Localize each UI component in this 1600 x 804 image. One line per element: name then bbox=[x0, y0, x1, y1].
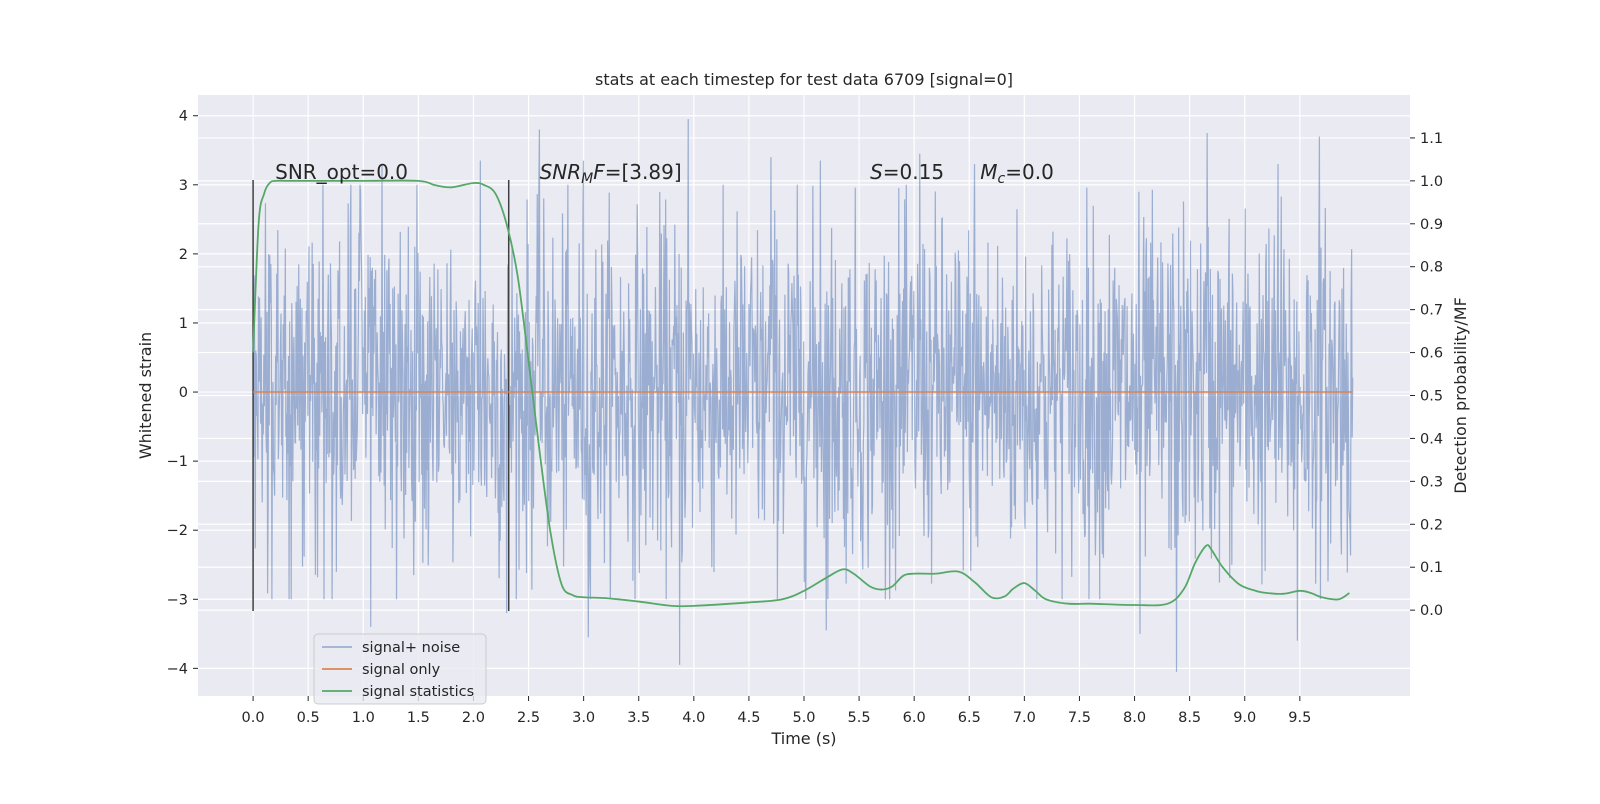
x-tick-label: 8.5 bbox=[1178, 710, 1201, 726]
x-tick-label: 4.5 bbox=[737, 710, 760, 726]
x-tick-label: 9.0 bbox=[1233, 710, 1256, 726]
x-tick-label: 6.0 bbox=[903, 710, 926, 726]
x-tick-label: 4.0 bbox=[682, 710, 705, 726]
y2-tick-label: 0.1 bbox=[1420, 560, 1443, 576]
chart-title: stats at each timestep for test data 670… bbox=[595, 70, 1013, 89]
y-tick-label: −2 bbox=[167, 523, 188, 539]
y2-tick-label: 1.0 bbox=[1420, 174, 1443, 190]
legend-box bbox=[313, 633, 487, 705]
y2-tick-label: 0.6 bbox=[1420, 346, 1443, 362]
legend: signal+ noise signal only signal statistic… bbox=[313, 633, 487, 705]
y-tick-label: −4 bbox=[167, 661, 188, 677]
annotation-snr-mf: SNRMF=[3.89] bbox=[540, 160, 682, 187]
x-tick-label: 7.5 bbox=[1068, 710, 1091, 726]
x-tick-label: 5.5 bbox=[848, 710, 871, 726]
x-axis-label: Time (s) bbox=[770, 729, 836, 748]
legend-label: signal only bbox=[362, 662, 441, 678]
y2-tick-label: 1.1 bbox=[1420, 131, 1443, 147]
y2-tick-label: 0.5 bbox=[1420, 389, 1443, 405]
x-tick-label: 2.5 bbox=[517, 710, 540, 726]
x-tick-label: 3.5 bbox=[627, 710, 650, 726]
y-tick-label: 0 bbox=[179, 385, 188, 401]
y2-axis-label: Detection probability/MF bbox=[1451, 297, 1470, 494]
x-tick-label: 1.0 bbox=[352, 710, 375, 726]
x-tick-label: 6.5 bbox=[958, 710, 981, 726]
y-axis-label: Whitened strain bbox=[136, 332, 155, 459]
x-tick-label: 1.5 bbox=[407, 710, 430, 726]
y-tick-label: −3 bbox=[167, 592, 188, 608]
y2-tick-label: 0.0 bbox=[1420, 603, 1443, 619]
x-tick-label: 3.0 bbox=[572, 710, 595, 726]
y2-tick-label: 0.9 bbox=[1420, 217, 1443, 233]
signal-statistics-series bbox=[252, 179, 1350, 608]
x-tick-label: 0.0 bbox=[242, 710, 265, 726]
y-tick-label: 4 bbox=[179, 109, 188, 125]
y-tick-label: 3 bbox=[179, 178, 188, 194]
y-tick-label: −1 bbox=[167, 454, 188, 470]
x-tick-label: 7.0 bbox=[1013, 710, 1036, 726]
annotation-s-stat: S=0.15 bbox=[870, 160, 944, 184]
y2-tick-label: 0.2 bbox=[1420, 517, 1443, 533]
y2-tick-label: 0.3 bbox=[1420, 474, 1443, 490]
legend-label: signal statistics bbox=[362, 684, 474, 700]
x-tick-label: 5.0 bbox=[792, 710, 815, 726]
x-tick-label: 8.0 bbox=[1123, 710, 1146, 726]
signal-statistics-line bbox=[252, 179, 1350, 608]
annotations: SNR_opt=0.0 SNRMF=[3.89] S=0.15 Mc=0.0 bbox=[275, 160, 1054, 187]
signal-plus-noise-series bbox=[252, 119, 1354, 672]
legend-label: signal+ noise bbox=[362, 640, 460, 656]
x-tick-label: 2.0 bbox=[462, 710, 485, 726]
axes: 0.0 0.5 1.0 1.5 2.0 2.5 3.0 3.5 4.0 4.5 5.0 5.5 6.0 6… bbox=[167, 109, 1443, 726]
y-tick-label: 1 bbox=[179, 316, 188, 332]
signal-plus-noise-line bbox=[252, 119, 1354, 672]
x-tick-label: 9.5 bbox=[1288, 710, 1311, 726]
annotation-mc-stat: Mc=0.0 bbox=[980, 160, 1054, 187]
y2-tick-label: 0.4 bbox=[1420, 431, 1443, 447]
y-tick-label: 2 bbox=[179, 247, 188, 263]
marker-lines bbox=[252, 179, 510, 612]
annotation-snr-opt: SNR_opt=0.0 bbox=[275, 160, 408, 184]
y2-tick-label: 0.8 bbox=[1420, 260, 1443, 276]
y2-tick-label: 0.7 bbox=[1420, 303, 1443, 319]
x-tick-label: 0.5 bbox=[297, 710, 320, 726]
